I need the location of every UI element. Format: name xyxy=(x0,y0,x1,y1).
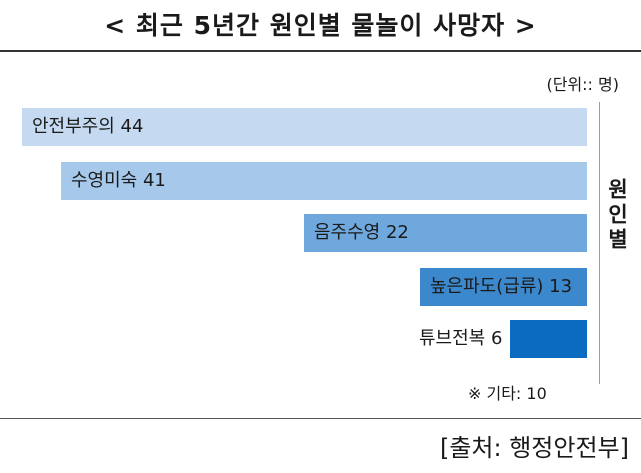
chart-baseline xyxy=(599,102,600,384)
other-note: ※ 기타: 10 xyxy=(468,384,547,403)
axis-label: 원인별 xyxy=(605,178,629,253)
bar-label-4: 높은파도(급류) 13 xyxy=(430,276,573,297)
title-divider xyxy=(0,50,641,52)
footer-divider xyxy=(0,418,641,419)
source-label: [출처: 행정안전부] xyxy=(439,434,629,462)
bar-4 xyxy=(420,268,587,306)
bar-label-1: 안전부주의 44 xyxy=(32,116,144,137)
bar-label-2: 수영미숙 41 xyxy=(71,170,166,191)
bar-label-3: 음주수영 22 xyxy=(314,222,409,243)
unit-label: (단위:: 명) xyxy=(546,75,619,94)
chart-title: < 최근 5년간 원인별 물놀이 사망자 > xyxy=(104,11,537,40)
bar-3 xyxy=(304,214,587,252)
bar-2 xyxy=(61,162,587,200)
bar-1 xyxy=(22,108,587,146)
bar-5 xyxy=(510,320,587,358)
bar-label-5: 튜브전복 6 xyxy=(419,328,503,349)
